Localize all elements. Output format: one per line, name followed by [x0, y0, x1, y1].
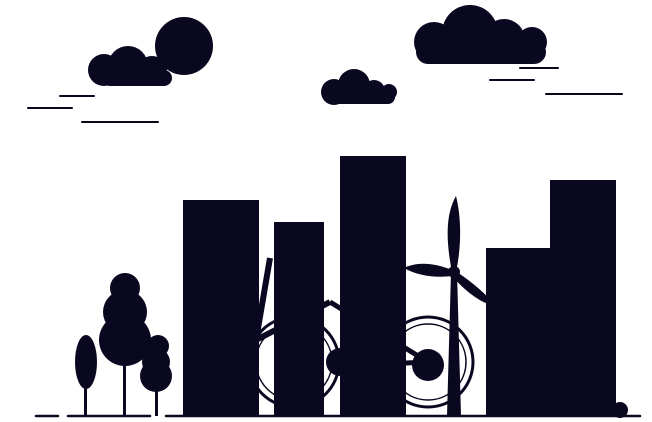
tree-icon-oval	[75, 335, 97, 416]
tree-icon-small	[140, 335, 172, 416]
wind-lines	[27, 67, 623, 123]
tree-icon-tall	[99, 273, 151, 416]
building-icon-1	[183, 200, 259, 416]
cloud-icon-left	[88, 17, 213, 86]
cloud-icon-right	[414, 5, 547, 64]
bush-icon	[612, 402, 628, 418]
building-icon-5	[550, 180, 616, 416]
building-icon-2	[274, 222, 324, 416]
wind-turbine-icon	[404, 196, 496, 416]
building-icon-4	[486, 248, 552, 416]
cloud-icon-middle	[321, 69, 397, 105]
building-icon-3	[340, 156, 406, 416]
